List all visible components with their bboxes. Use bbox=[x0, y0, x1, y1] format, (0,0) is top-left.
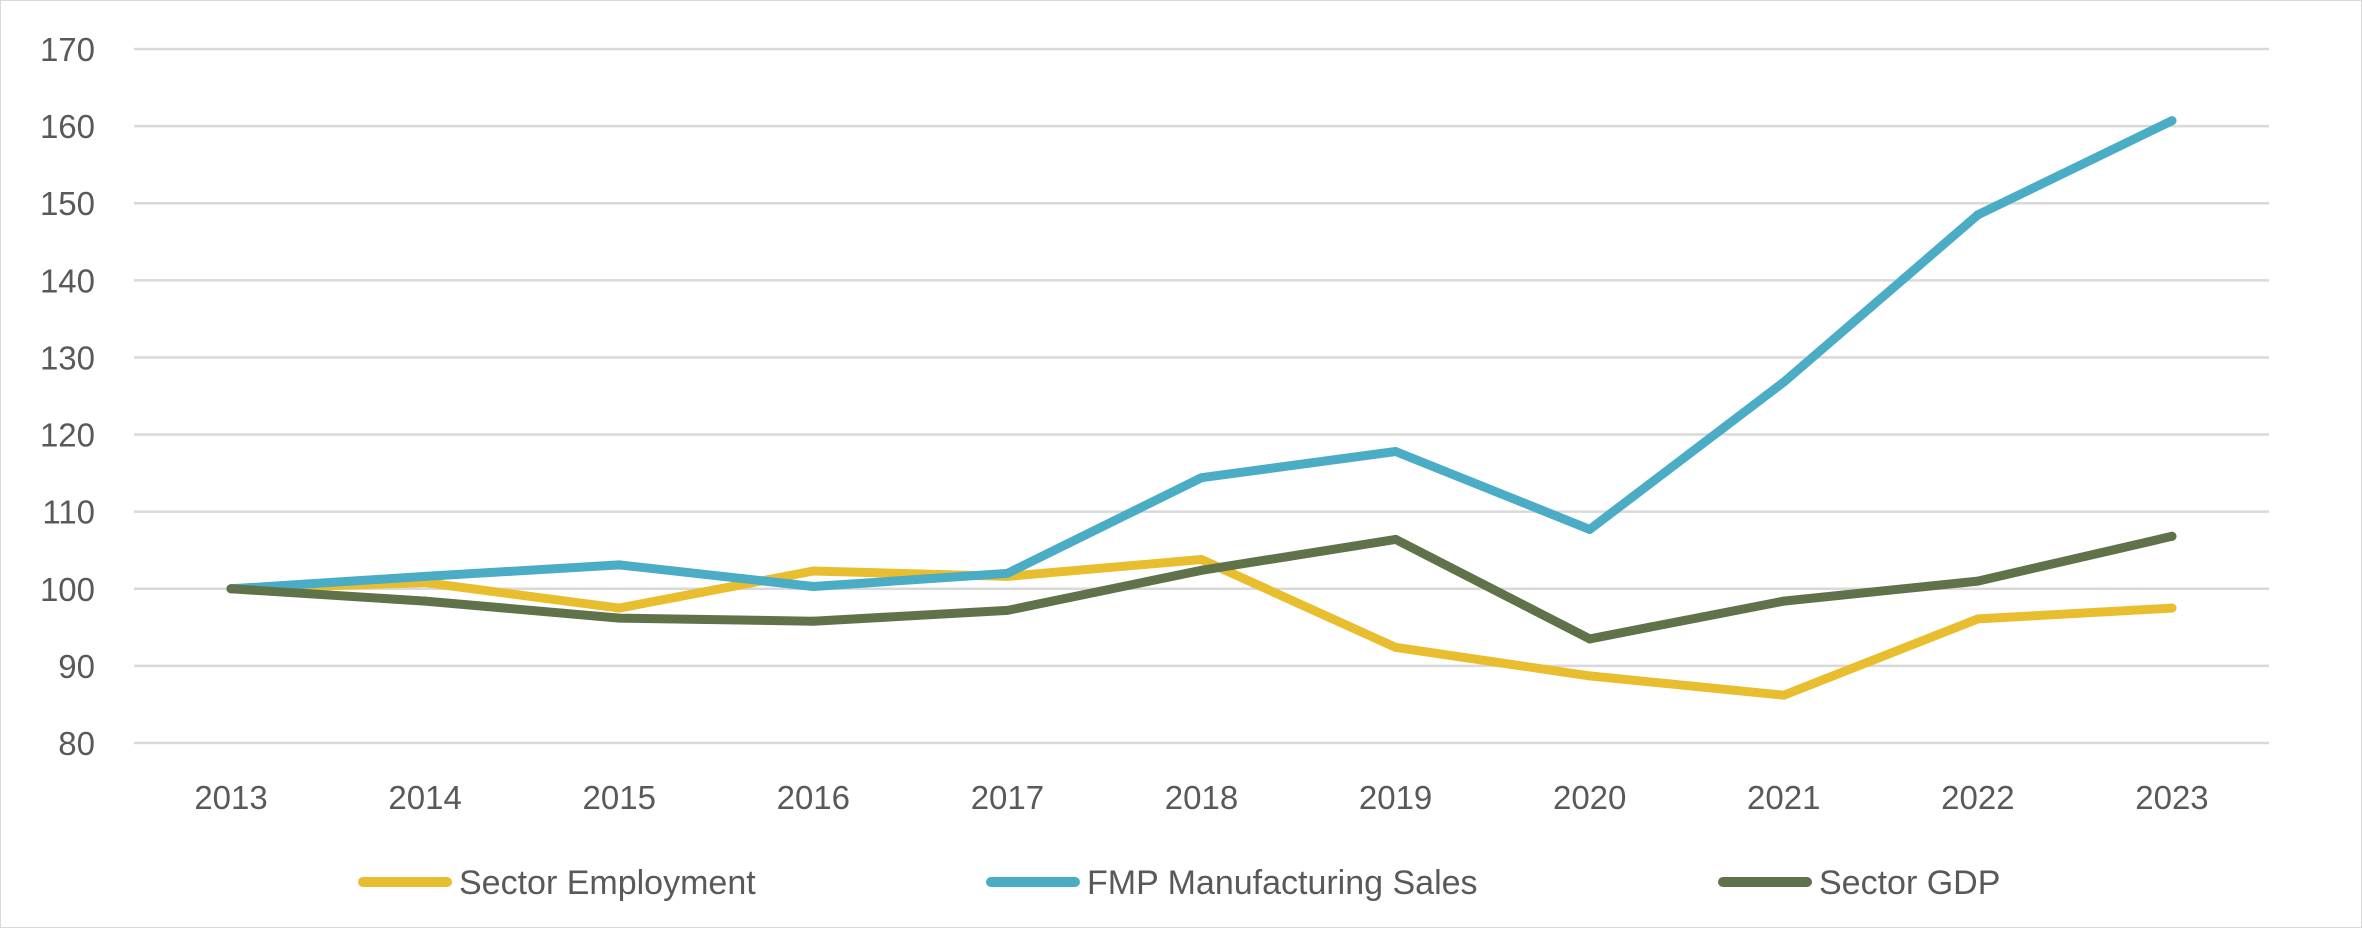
legend-label: FMP Manufacturing Sales bbox=[1087, 864, 1478, 902]
series-lines bbox=[226, 116, 2177, 700]
data-point bbox=[808, 616, 818, 626]
data-point bbox=[1973, 614, 1983, 624]
legend-label: Sector Employment bbox=[459, 864, 756, 902]
series-line-1 bbox=[226, 555, 2177, 700]
data-point bbox=[808, 566, 818, 576]
y-tick-label: 110 bbox=[42, 494, 95, 531]
y-tick-label: 120 bbox=[40, 417, 95, 454]
x-tick-label: 2022 bbox=[1941, 779, 2014, 816]
x-axis-ticks: 2013 2014 2015 2016 2017 2018 2019 2020 2021 2022… bbox=[194, 779, 2208, 816]
data-point bbox=[1779, 690, 1789, 700]
data-point bbox=[1779, 377, 1789, 387]
x-tick-label: 2020 bbox=[1553, 779, 1626, 816]
data-point bbox=[1197, 565, 1206, 575]
y-tick-label: 170 bbox=[40, 31, 95, 68]
x-tick-label: 2016 bbox=[777, 779, 850, 816]
data-point bbox=[1197, 473, 1206, 483]
x-tick-label: 2019 bbox=[1359, 779, 1432, 816]
data-point bbox=[2167, 531, 2177, 541]
y-tick-label: 150 bbox=[40, 185, 95, 222]
x-tick-label: 2018 bbox=[1165, 779, 1238, 816]
x-tick-label: 2017 bbox=[971, 779, 1044, 816]
x-tick-label: 2015 bbox=[583, 779, 656, 816]
y-axis-ticks: 80 90 100 110 120 130 140 150 160 170 bbox=[40, 31, 95, 762]
legend-label: Sector GDP bbox=[1819, 864, 2000, 902]
data-point bbox=[1391, 447, 1401, 457]
data-point bbox=[1391, 642, 1401, 652]
x-tick-label: 2023 bbox=[2135, 779, 2208, 816]
y-tick-label: 160 bbox=[40, 108, 95, 145]
data-point bbox=[1002, 605, 1012, 615]
data-point bbox=[1973, 576, 1983, 586]
data-point bbox=[1585, 671, 1595, 681]
data-point bbox=[226, 584, 236, 594]
x-tick-label: 2013 bbox=[194, 779, 267, 816]
legend: Sector Employment FMP Manufacturing Sales… bbox=[358, 864, 2000, 902]
legend-item: FMP Manufacturing Sales bbox=[986, 864, 1478, 902]
data-point bbox=[1585, 524, 1595, 534]
y-tick-label: 90 bbox=[58, 648, 95, 685]
legend-item: Sector GDP bbox=[1718, 864, 2000, 902]
y-tick-label: 140 bbox=[40, 262, 95, 299]
data-point bbox=[1002, 568, 1012, 578]
x-tick-label: 2014 bbox=[388, 779, 461, 816]
gridlines bbox=[134, 47, 2269, 745]
data-point bbox=[1973, 210, 1983, 220]
legend-item: Sector Employment bbox=[358, 864, 756, 902]
data-point bbox=[1779, 596, 1789, 606]
data-point bbox=[808, 581, 818, 591]
data-point bbox=[420, 596, 430, 606]
y-tick-label: 100 bbox=[40, 571, 95, 608]
data-point bbox=[614, 613, 624, 623]
data-point bbox=[2167, 116, 2177, 126]
x-tick-label: 2021 bbox=[1747, 779, 1820, 816]
series-line-2 bbox=[226, 116, 2177, 594]
y-tick-label: 80 bbox=[58, 725, 95, 762]
data-point bbox=[420, 571, 430, 581]
data-point bbox=[614, 603, 624, 613]
data-point bbox=[614, 560, 624, 570]
data-point bbox=[1197, 554, 1206, 564]
y-tick-label: 130 bbox=[40, 339, 95, 376]
data-point bbox=[1585, 634, 1595, 644]
data-point bbox=[2167, 603, 2177, 613]
data-point bbox=[1391, 534, 1401, 544]
